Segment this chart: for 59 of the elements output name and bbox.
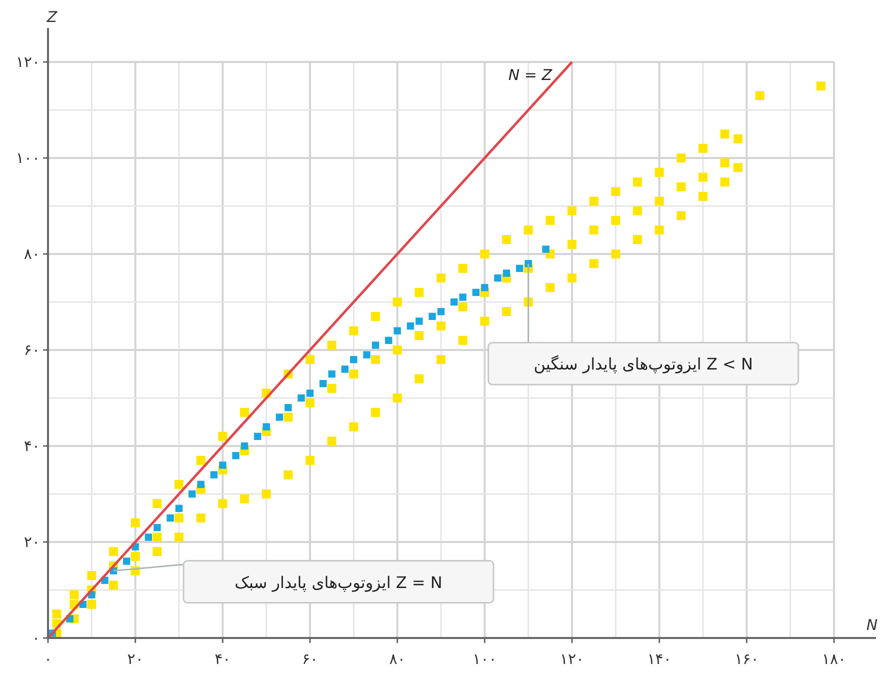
point — [437, 308, 445, 316]
annotation: Z < N ایزوتوپ‌های پایدار سنگین — [534, 354, 753, 374]
point — [394, 327, 401, 334]
point — [219, 462, 226, 469]
point — [341, 366, 349, 373]
x-tick-label: ۴۰ — [214, 650, 231, 668]
point — [502, 270, 510, 277]
point — [306, 390, 314, 397]
point — [450, 298, 458, 306]
x-tick-label: ۸۰ — [389, 650, 406, 668]
point — [210, 471, 218, 478]
point — [459, 294, 466, 301]
point — [494, 274, 502, 282]
x-tick-label: ۱۲۰ — [560, 650, 584, 668]
point — [406, 322, 414, 330]
point — [472, 288, 480, 296]
point — [284, 404, 292, 412]
point — [416, 318, 423, 325]
point — [542, 246, 550, 253]
point — [197, 480, 204, 488]
point — [328, 370, 336, 378]
x-tick-label: ۶۰ — [302, 650, 318, 668]
point — [385, 336, 392, 344]
point — [516, 264, 524, 272]
point — [123, 558, 130, 565]
point — [372, 342, 380, 349]
y-tick-label: ۱۰۰ — [16, 149, 40, 167]
point — [232, 452, 240, 460]
x-tick-label: ۲۰ — [127, 650, 144, 668]
y-tick-label: ۴۰ — [24, 437, 40, 455]
point — [166, 514, 174, 522]
x-tick-label: ۱۰۰ — [472, 650, 497, 668]
x-tick-label: ۱۸۰ — [822, 650, 846, 668]
point — [276, 414, 284, 421]
point — [188, 490, 196, 498]
y-tick-label: ۸۰ — [24, 245, 40, 263]
y-tick-label: ۲۰ — [24, 533, 40, 551]
x-tick-label: ۱۶۰ — [734, 650, 759, 668]
point — [262, 423, 270, 430]
annotation: Z = N ایزوتوپ‌های پایدار سبک — [234, 572, 442, 592]
point — [240, 442, 248, 450]
point — [175, 504, 183, 512]
point — [254, 432, 262, 440]
annotation: N = Z — [508, 66, 553, 84]
x-tick-label: ۱۴۰ — [647, 650, 672, 668]
point — [350, 356, 358, 364]
y-tick-label: ۰ — [32, 629, 40, 647]
point — [154, 524, 161, 532]
point — [481, 284, 488, 292]
point — [428, 312, 436, 320]
y-tick-label: ۱۲۰ — [16, 53, 40, 71]
point — [144, 534, 152, 541]
point — [320, 380, 327, 388]
y-tick-label: ۶۰ — [24, 341, 40, 359]
point — [363, 351, 370, 358]
point — [298, 394, 305, 402]
y-axis-title: Z — [46, 8, 58, 26]
x-tick-label: ۰ — [44, 650, 52, 668]
x-axis-title: N — [866, 616, 878, 634]
